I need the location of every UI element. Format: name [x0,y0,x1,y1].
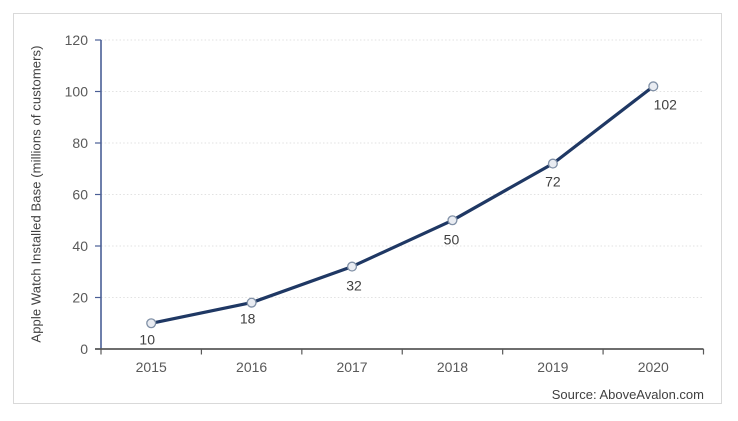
x-tick-label: 2016 [236,359,267,375]
data-point-markers [146,81,659,329]
y-tick-labels: 0 20 40 60 80 100 120 [65,32,89,357]
data-label: 72 [545,174,561,190]
y-tick-label: 120 [65,32,89,48]
x-tick-label: 2019 [537,359,568,375]
data-label: 18 [240,311,256,327]
source-attribution: Source: AboveAvalon.com [551,387,704,402]
x-tick-label: 2020 [638,359,669,375]
data-label: 10 [139,331,155,347]
data-label: 102 [654,96,678,112]
data-point-marker [547,158,558,169]
data-point-marker [648,81,659,92]
x-tick-label: 2018 [437,359,468,375]
data-point-marker [146,318,157,329]
y-axis [95,39,102,350]
data-label: 50 [444,231,460,247]
data-label: 32 [346,278,362,294]
x-tick-label: 2015 [136,359,167,375]
y-axis-title: Apple Watch Installed Base (millions of … [28,45,44,343]
x-axis [95,348,705,355]
x-tick-label: 2017 [336,359,367,375]
data-point-marker [246,297,257,308]
y-tick-label: 0 [80,341,88,357]
series-line [149,84,655,325]
chart-card [13,13,722,404]
data-point-marker [346,261,358,272]
data-labels: 10 18 32 50 72 102 [139,96,677,347]
gridlines [101,39,704,298]
y-tick-label: 60 [72,187,88,203]
y-tick-label: 80 [72,135,88,151]
x-tick-labels: 2015 2016 2017 2018 2019 2020 [136,359,669,375]
y-tick-label: 100 [65,84,89,100]
y-tick-label: 20 [72,290,88,306]
y-tick-label: 40 [72,238,88,254]
data-point-marker [447,215,458,226]
